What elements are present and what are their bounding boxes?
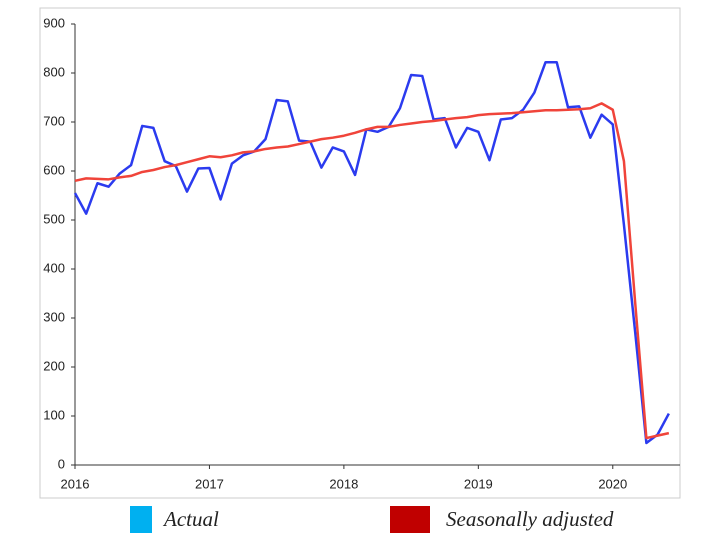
- y-tick-label: 200: [43, 358, 65, 373]
- legend-swatch: [130, 506, 152, 533]
- x-tick-label: 2017: [195, 476, 224, 491]
- y-tick-label: 300: [43, 309, 65, 324]
- x-tick-label: 2016: [61, 476, 90, 491]
- y-tick-label: 600: [43, 162, 65, 177]
- series-line: [73, 60, 670, 445]
- legend-label: Seasonally adjusted: [446, 507, 614, 531]
- legend-label: Actual: [162, 507, 219, 531]
- y-tick-label: 500: [43, 211, 65, 226]
- x-tick-label: 2019: [464, 476, 493, 491]
- y-tick-label: 400: [43, 260, 65, 275]
- y-tick-label: 700: [43, 113, 65, 128]
- y-tick-label: 800: [43, 64, 65, 79]
- x-tick-label: 2018: [329, 476, 358, 491]
- legend-swatch: [390, 506, 430, 533]
- y-tick-label: 900: [43, 15, 65, 30]
- y-tick-label: 0: [58, 456, 65, 471]
- y-tick-label: 100: [43, 407, 65, 422]
- series-line: [74, 102, 670, 440]
- x-tick-label: 2020: [598, 476, 627, 491]
- chart-frame: [39, 7, 681, 499]
